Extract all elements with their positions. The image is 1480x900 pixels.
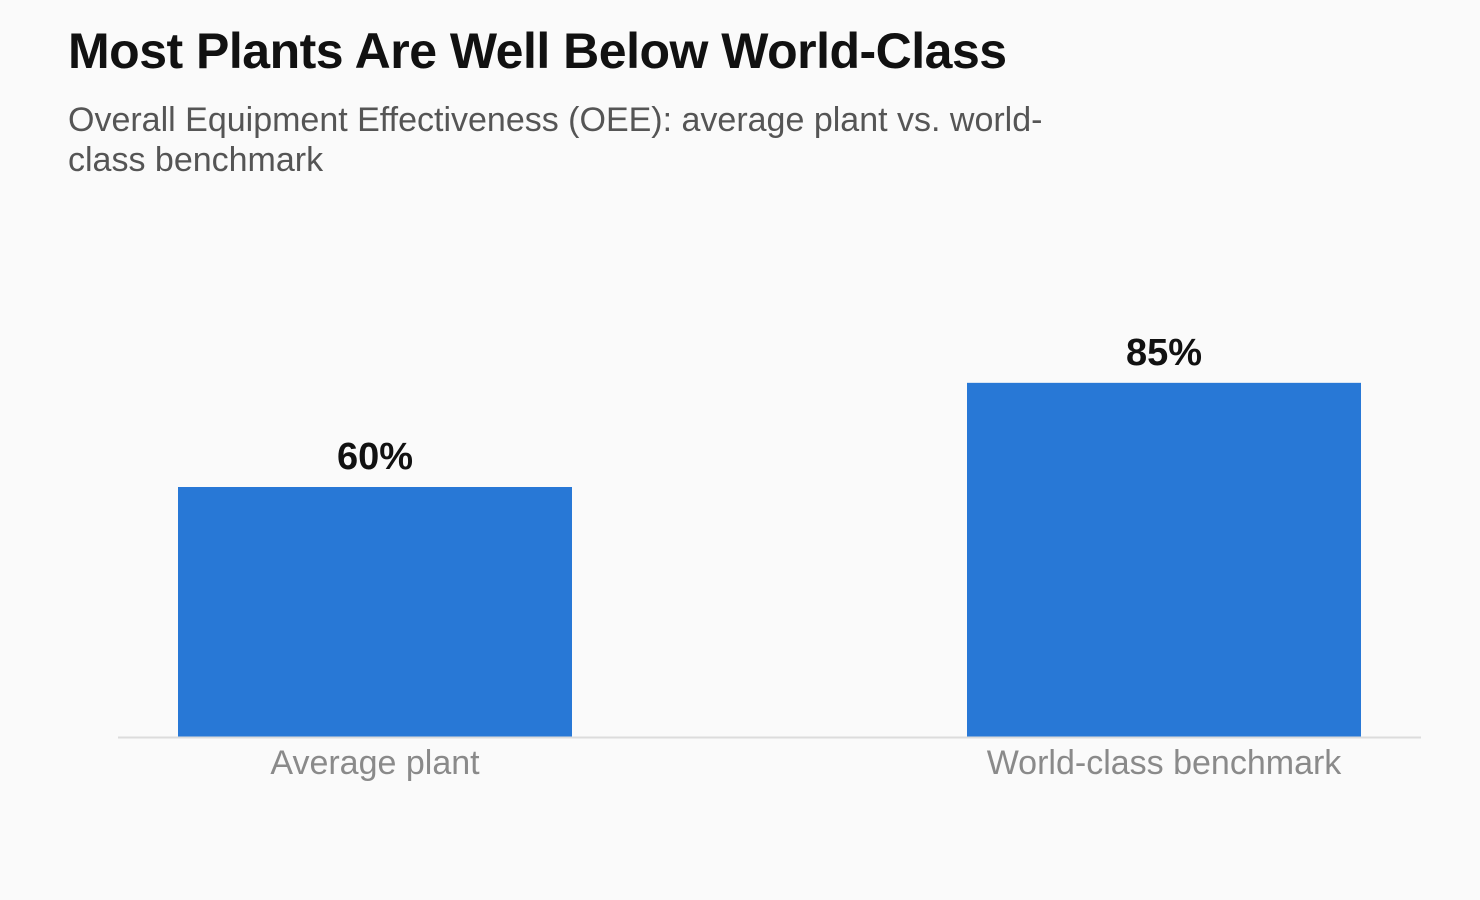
bar — [967, 382, 1361, 737]
chart-subtitle: Overall Equipment Effectiveness (OEE): a… — [68, 101, 1043, 179]
category-label: Average plant — [270, 744, 480, 782]
bars-layer — [178, 382, 1361, 737]
bar-value-label: 85% — [1126, 332, 1202, 374]
category-label: World-class benchmark — [987, 744, 1343, 782]
bar-value-label: 60% — [337, 436, 413, 478]
bar — [178, 487, 572, 737]
labels-layer: 60% Average plant 85% World-class benchmark — [270, 332, 1342, 782]
chart-title: Most Plants Are Well Below World-Class — [68, 23, 1007, 79]
